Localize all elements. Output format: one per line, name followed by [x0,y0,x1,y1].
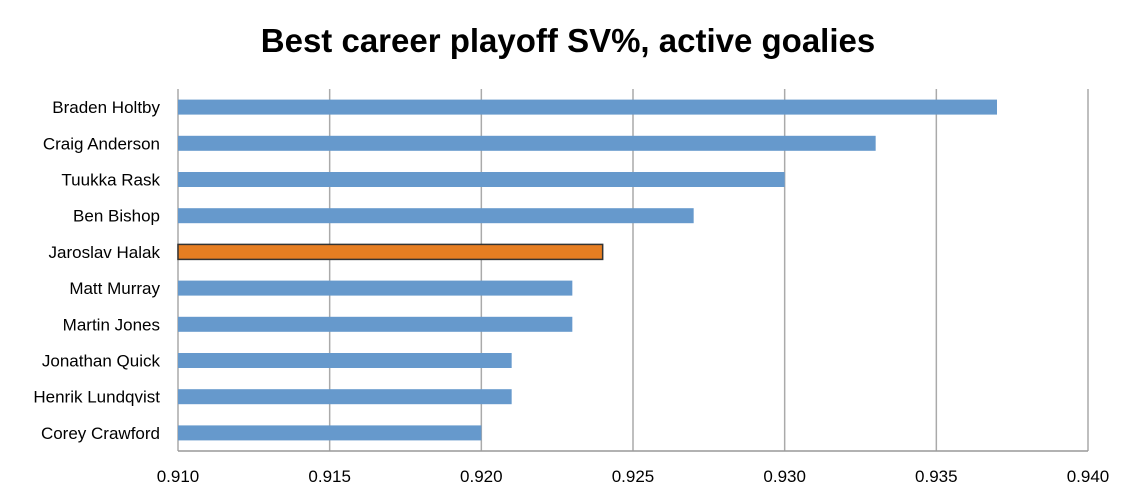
category-label: Jaroslav Halak [49,243,161,262]
bar [178,135,876,151]
category-label: Martin Jones [63,315,160,334]
category-label: Matt Murray [69,279,160,298]
category-label: Braden Holtby [52,98,160,117]
bar [178,172,785,187]
x-tick-label: 0.910 [157,467,200,486]
chart-title: Best career playoff SV%, active goalies [261,22,875,59]
x-tick-label: 0.920 [460,467,503,486]
bars [177,99,997,441]
x-tick-labels: 0.910 0.915 0.920 0.925 0.930 0.935 0.940 [157,467,1110,486]
x-tick-label: 0.940 [1067,467,1110,486]
bar [178,353,512,368]
category-label: Corey Crawford [41,424,160,443]
x-tick-label: 0.925 [612,467,655,486]
bar [177,243,604,261]
x-tick-label: 0.935 [915,467,958,486]
bar [178,208,694,224]
category-labels: Braden Holtby Craig Anderson Tuukka Rask Be… [33,98,160,443]
category-label: Craig Anderson [43,134,160,153]
bar [178,425,482,441]
bar [178,389,512,405]
x-tick-label: 0.915 [308,467,351,486]
category-label: Tuukka Rask [61,171,160,190]
bar [178,316,573,332]
bar [178,280,573,296]
category-label: Henrik Lundqvist [33,388,160,407]
bar [178,99,997,115]
x-tick-label: 0.930 [763,467,806,486]
category-label: Ben Bishop [73,207,160,226]
category-label: Jonathan Quick [42,352,161,371]
